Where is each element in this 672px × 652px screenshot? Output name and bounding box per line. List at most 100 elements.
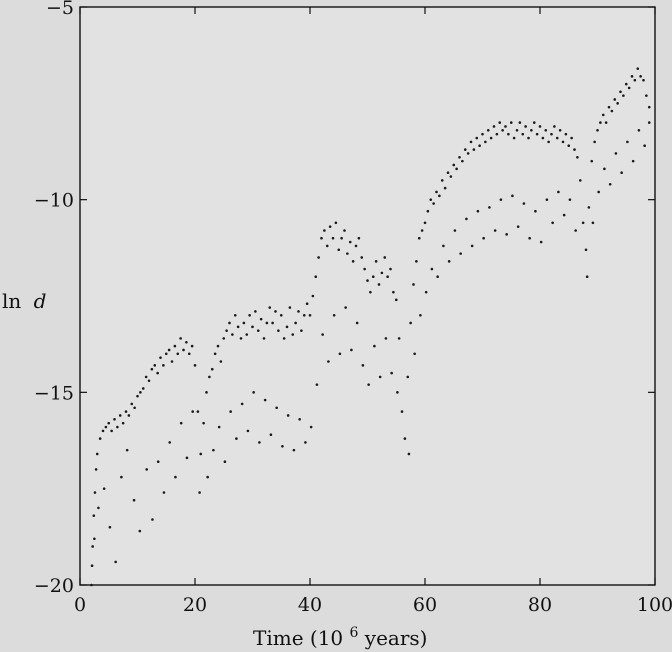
data-point [591, 221, 595, 225]
data-point [300, 329, 303, 332]
data-point [620, 171, 623, 174]
data-point [498, 121, 502, 124]
data-point [346, 252, 349, 255]
data-point [392, 290, 395, 294]
data-point [469, 140, 473, 144]
data-point [94, 468, 98, 471]
data-point [271, 321, 274, 325]
data-point [504, 125, 507, 128]
data-point [449, 175, 453, 178]
data-point [190, 344, 194, 348]
x-axis-label-suffix: years) [364, 626, 428, 650]
tick-marks [79, 6, 656, 586]
data-point [624, 82, 628, 86]
data-point [121, 421, 125, 425]
data-point [332, 313, 336, 317]
data-point [541, 136, 545, 140]
x-axis-label-main: Time (10 [253, 626, 343, 650]
data-point [528, 236, 531, 240]
data-point [239, 337, 243, 340]
data-point [269, 433, 273, 437]
data-point [608, 182, 612, 186]
x-tick-label: 60 [413, 594, 437, 616]
data-point [258, 441, 261, 444]
data-point [389, 267, 392, 271]
data-point [645, 94, 648, 97]
data-point [568, 198, 572, 201]
data-point [470, 244, 474, 248]
data-point [311, 294, 315, 298]
data-point [463, 148, 467, 151]
data-point [216, 344, 220, 348]
data-point [361, 364, 365, 367]
data-point [113, 418, 116, 421]
data-point [551, 221, 554, 225]
data-point [453, 229, 457, 232]
data-point [558, 129, 562, 132]
data-point [225, 329, 228, 332]
data-point [357, 236, 361, 240]
data-point [374, 260, 378, 263]
data-point [302, 313, 306, 317]
data-point [633, 78, 637, 82]
data-point [321, 333, 324, 336]
data-point [555, 136, 559, 140]
data-point [515, 129, 519, 132]
data-point [145, 468, 148, 471]
data-point [432, 202, 435, 205]
data-point [348, 240, 352, 244]
data-point [314, 275, 318, 279]
data-point [208, 375, 211, 379]
data-point [193, 364, 197, 367]
data-point [317, 256, 320, 259]
data-point [607, 105, 611, 109]
data-point [492, 125, 496, 128]
data-point [371, 275, 375, 279]
data-point [603, 167, 606, 171]
data-point [223, 460, 227, 463]
data-point [535, 132, 539, 136]
data-point [547, 140, 550, 144]
data-point [114, 560, 117, 564]
data-point [198, 491, 201, 494]
data-point [205, 391, 208, 394]
data-point [570, 136, 573, 140]
data-point [219, 360, 223, 363]
data-point [360, 256, 364, 259]
data-point [120, 475, 123, 479]
data-point [199, 452, 203, 456]
data-point [458, 155, 461, 159]
data-point [354, 244, 358, 248]
data-point [574, 229, 577, 232]
data-point [544, 129, 548, 132]
data-point [139, 391, 142, 394]
data-point [524, 125, 527, 128]
data-point [98, 437, 102, 440]
data-point [162, 491, 166, 494]
data-point [124, 410, 128, 413]
data-point [153, 364, 157, 367]
data-point [101, 429, 105, 433]
data-point [631, 159, 635, 163]
data-point [263, 398, 267, 402]
data-point [363, 267, 366, 271]
data-point [386, 275, 389, 279]
data-point [308, 313, 312, 317]
data-point [499, 198, 503, 201]
data-point [614, 152, 618, 155]
data-point [373, 344, 376, 348]
data-point [331, 236, 335, 240]
data-point [107, 421, 111, 425]
data-point [343, 229, 346, 232]
data-point [323, 229, 326, 232]
data-point [461, 159, 464, 163]
data-point [442, 244, 445, 248]
data-point [168, 441, 171, 444]
data-point [350, 348, 353, 352]
data-point [639, 75, 642, 78]
data-point [475, 136, 479, 140]
data-point [90, 583, 93, 587]
data-point [182, 348, 185, 352]
data-point [419, 313, 422, 317]
y-tick-label: −10 [34, 190, 74, 212]
